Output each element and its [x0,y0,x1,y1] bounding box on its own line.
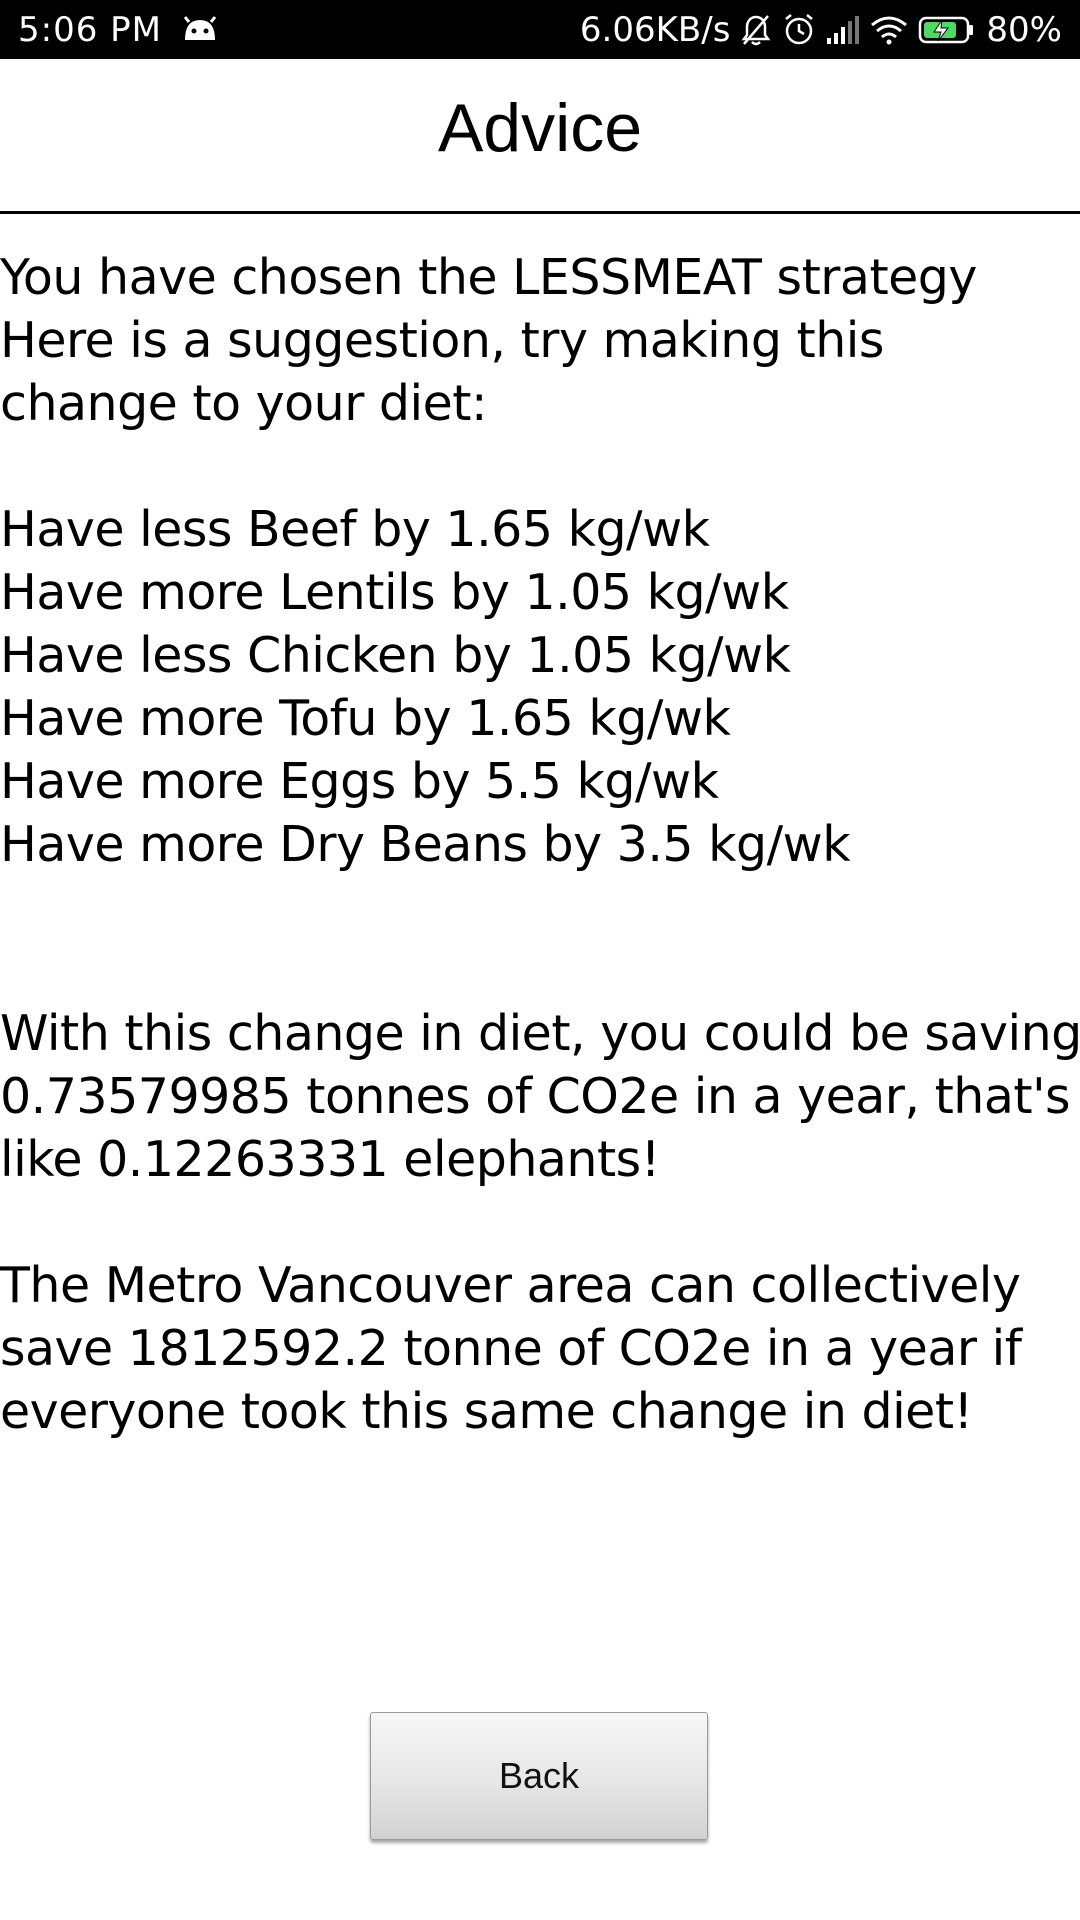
android-notification-icon [182,16,218,42]
savings-line-2: 0.73579985 tonnes of CO2e in a year, tha… [0,1068,1071,1125]
alarm-icon [782,13,816,47]
intro-line-3: change to your diet: [0,375,488,432]
intro-line-2: Here is a suggestion, try making this [0,312,884,369]
intro-line-1: You have chosen the LESSMEAT strategy [0,249,977,306]
battery-charging-icon [918,15,976,45]
signal-icon [826,16,860,44]
wifi-icon [870,15,908,45]
community-line-2: save 1812592.2 tonne of CO2e in a year i… [0,1320,1022,1377]
mute-icon [740,13,772,47]
network-speed: 6.06KB/s [579,10,731,50]
battery-percent: 80% [986,10,1062,50]
status-time: 5:06 PM [18,10,162,50]
back-button[interactable]: Back [370,1712,708,1840]
suggestion-item: Have more Lentils by 1.05 kg/wk [0,564,789,621]
status-bar: 5:06 PM 6.06KB/s [0,0,1080,59]
app-header: Advice [0,59,1080,214]
suggestion-item: Have more Eggs by 5.5 kg/wk [0,753,719,810]
suggestion-item: Have more Tofu by 1.65 kg/wk [0,690,731,747]
community-line-3: everyone took this same change in diet! [0,1383,973,1440]
suggestion-item: Have less Chicken by 1.05 kg/wk [0,627,791,684]
suggestion-item: Have less Beef by 1.65 kg/wk [0,501,710,558]
suggestion-item: Have more Dry Beans by 3.5 kg/wk [0,816,851,873]
advice-content: You have chosen the LESSMEAT strategy He… [0,246,1080,1443]
page-title: Advice [437,90,643,166]
status-right-group: 6.06KB/s [580,10,1062,50]
savings-line-3: like 0.12263331 elephants! [0,1131,660,1188]
savings-line-1: With this change in diet, you could be s… [0,1005,1080,1062]
community-line-1: The Metro Vancouver area can collectivel… [0,1257,1021,1314]
